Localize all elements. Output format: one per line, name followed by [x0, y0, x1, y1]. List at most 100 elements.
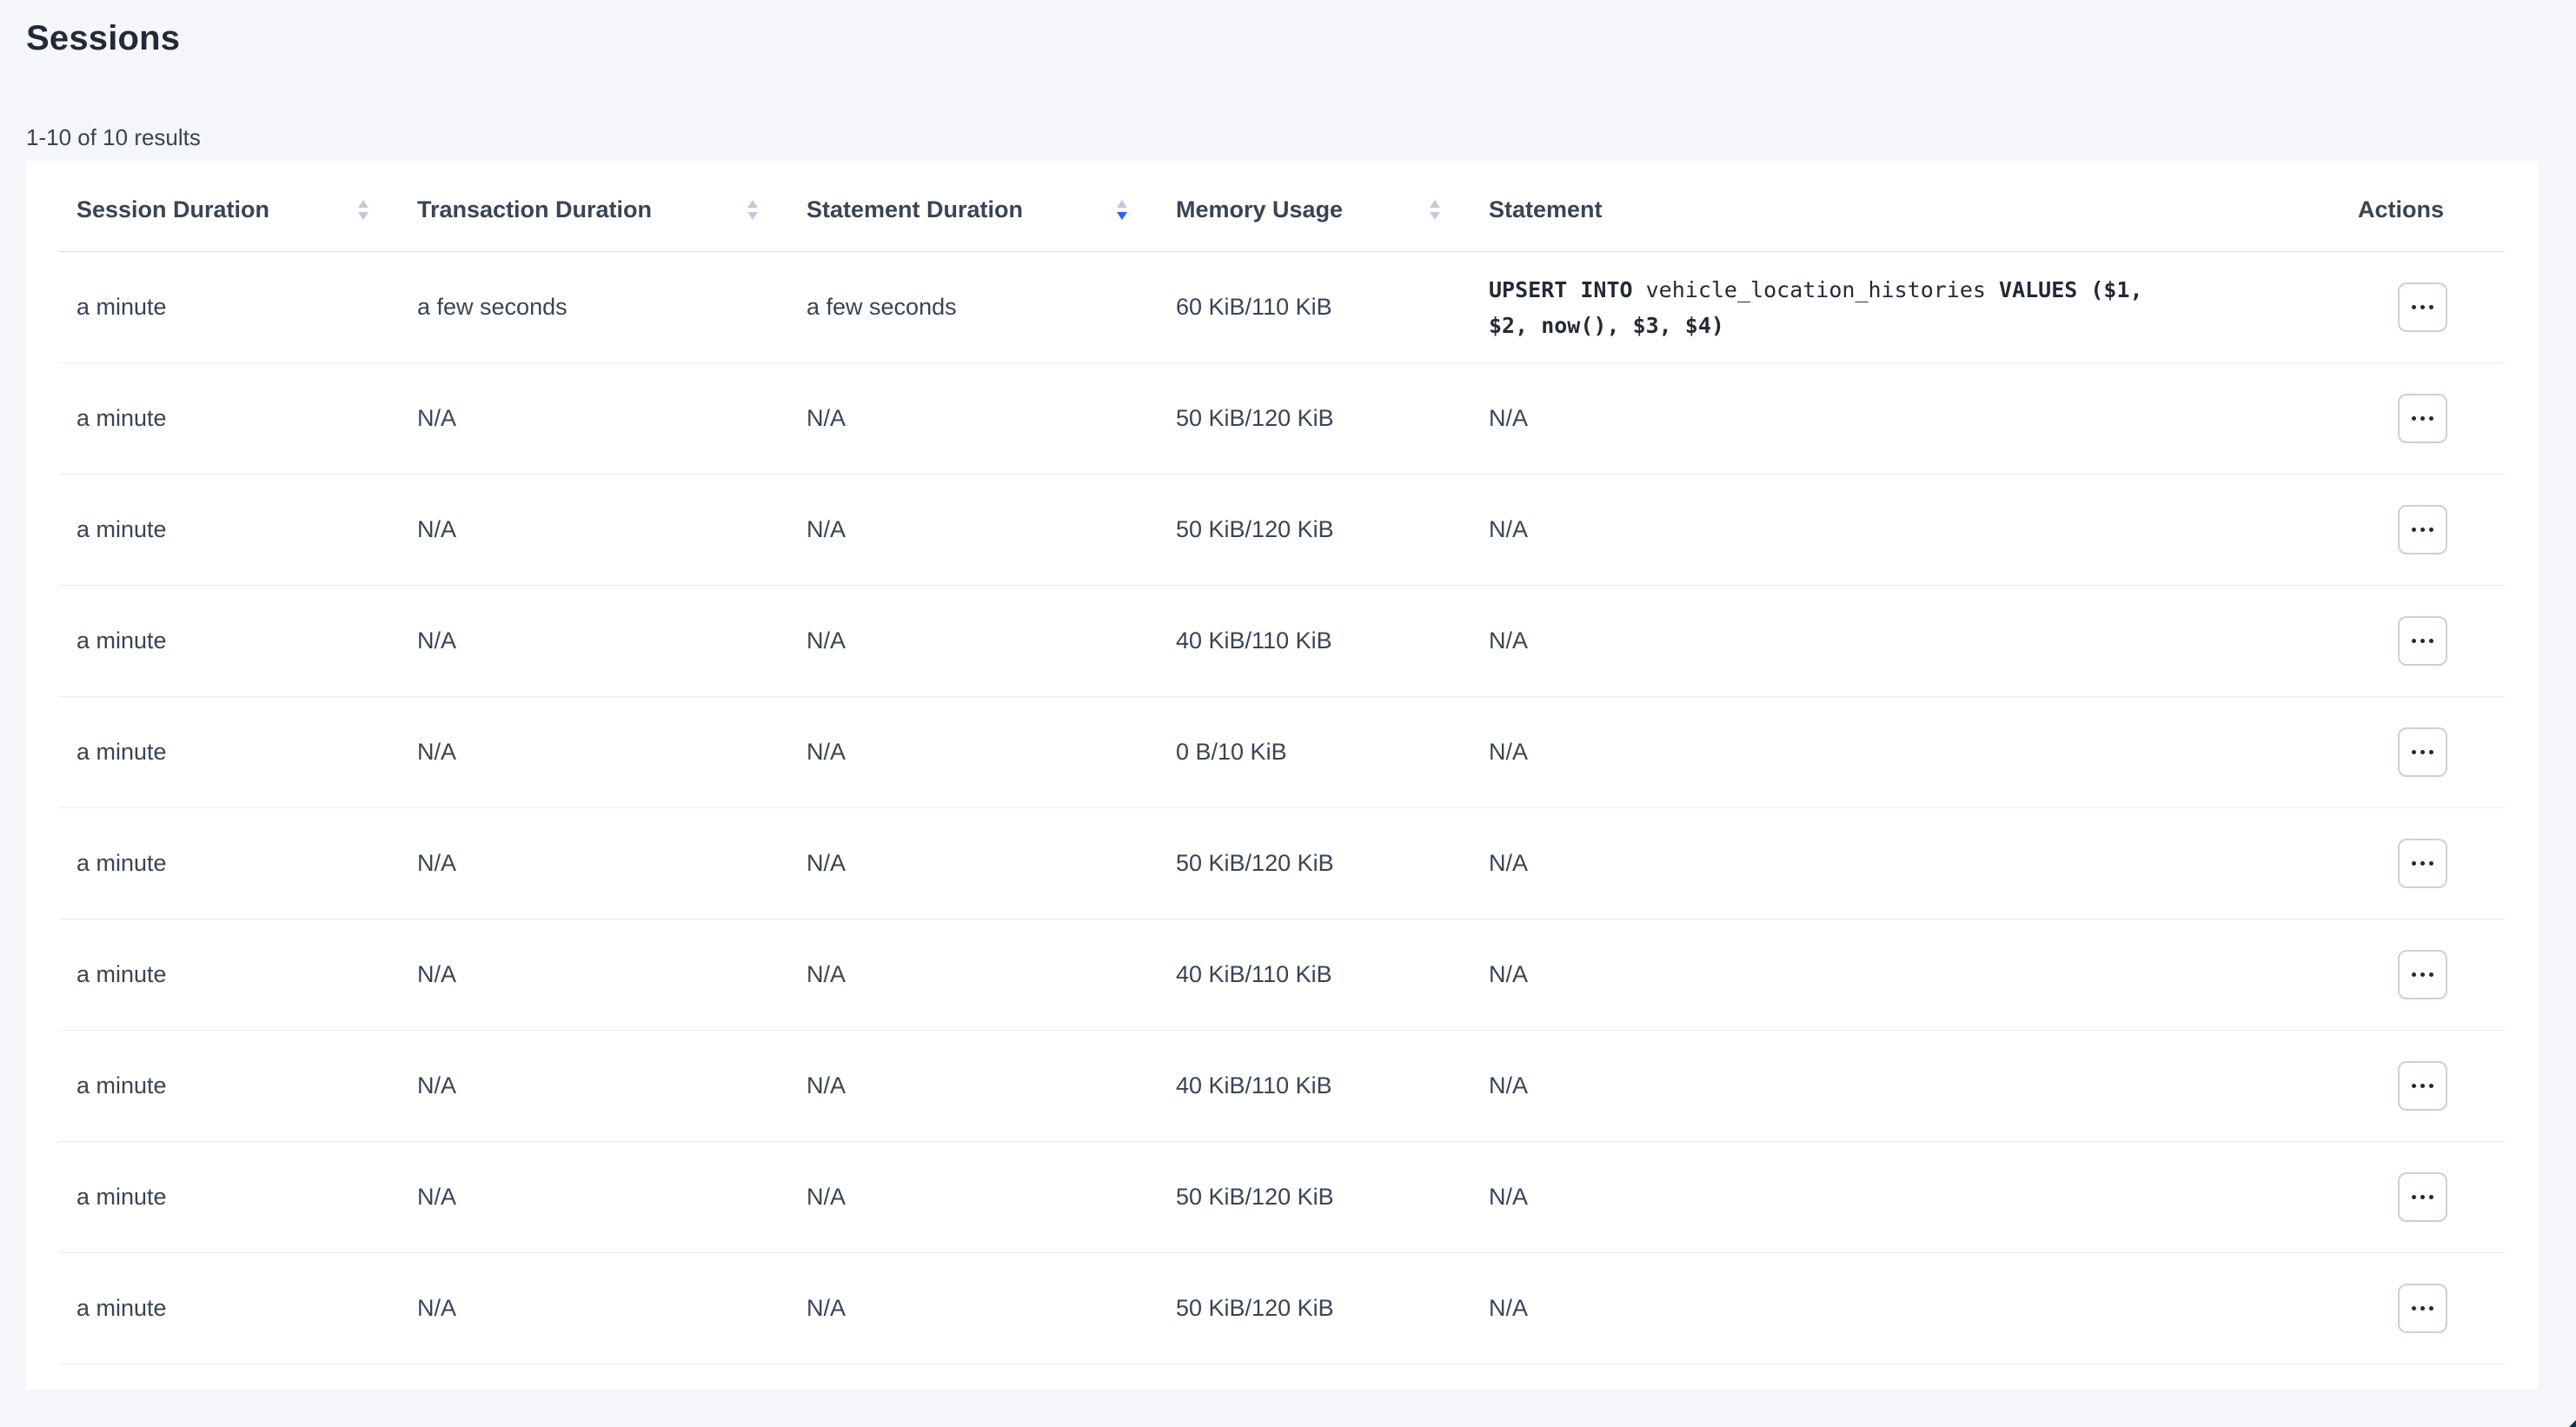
cell-statement-duration: N/A — [807, 516, 846, 542]
cell-session-duration: a minute — [76, 1295, 167, 1321]
column-header-session-duration[interactable]: Session Duration — [59, 161, 400, 251]
cell-session-duration: a minute — [76, 961, 167, 987]
cell-transaction-duration: a few seconds — [417, 294, 568, 320]
sort-asc-arrow-icon — [358, 199, 368, 208]
cell-transaction-duration: N/A — [417, 1184, 457, 1210]
row-actions-button[interactable] — [2398, 1172, 2447, 1222]
cell-statement-duration: N/A — [807, 739, 846, 765]
sort-desc-arrow-icon — [1430, 211, 1440, 220]
cell-statement: N/A — [1489, 739, 1529, 765]
cell-memory-usage: 50 KiB/120 KiB — [1176, 405, 1334, 431]
ellipsis-icon — [2412, 1306, 2433, 1311]
session-row: a minute N/A N/A 0 B/10 KiB N/A — [59, 697, 2505, 808]
cell-statement: N/A — [1489, 405, 1529, 431]
sort-icon — [1117, 199, 1127, 220]
cell-session-duration: a minute — [76, 739, 167, 765]
table-header-row: Session Duration Transaction Duration St… — [59, 161, 2505, 252]
cell-memory-usage: 50 KiB/120 KiB — [1176, 1184, 1334, 1210]
cell-session-duration: a minute — [76, 516, 167, 542]
cell-actions — [2340, 808, 2505, 919]
column-header-label: Session Duration — [76, 196, 270, 222]
cell-transaction-duration: N/A — [417, 405, 457, 431]
cell-session-duration: a minute — [76, 850, 167, 876]
ellipsis-icon — [2412, 750, 2433, 754]
row-actions-button[interactable] — [2398, 839, 2447, 888]
cell-transaction-duration: N/A — [417, 961, 457, 987]
row-actions-button[interactable] — [2398, 505, 2447, 554]
ellipsis-icon — [2412, 416, 2433, 421]
column-header-transaction-duration[interactable]: Transaction Duration — [400, 161, 789, 251]
cell-memory-usage: 0 B/10 KiB — [1176, 739, 1287, 765]
session-row: a minute N/A N/A 50 KiB/120 KiB N/A — [59, 363, 2505, 475]
cell-actions — [2340, 697, 2505, 807]
cell-statement-duration: N/A — [807, 627, 846, 654]
sort-asc-arrow-icon — [1430, 199, 1440, 208]
row-actions-button[interactable] — [2398, 1284, 2447, 1333]
cell-memory-usage: 40 KiB/110 KiB — [1176, 961, 1332, 987]
cell-transaction-duration: N/A — [417, 850, 457, 876]
cell-actions — [2340, 252, 2505, 362]
cell-statement-duration: N/A — [807, 1072, 846, 1098]
session-row: a minute N/A N/A 50 KiB/120 KiB N/A — [59, 808, 2505, 919]
ellipsis-icon — [2412, 1084, 2433, 1088]
cell-statement-duration: N/A — [807, 850, 846, 876]
cell-statement: N/A — [1489, 516, 1529, 542]
ellipsis-icon — [2412, 528, 2433, 532]
cell-memory-usage: 50 KiB/120 KiB — [1176, 850, 1334, 876]
cell-actions — [2340, 1253, 2505, 1364]
sessions-table-card: Session Duration Transaction Duration St… — [26, 161, 2538, 1390]
cell-memory-usage: 40 KiB/110 KiB — [1176, 627, 1332, 654]
cell-session-duration: a minute — [76, 1072, 167, 1098]
cell-statement: UPSERT INTO vehicle_location_histories V… — [1489, 276, 2143, 338]
cell-statement: N/A — [1489, 1295, 1529, 1321]
column-header-label: Memory Usage — [1176, 196, 1344, 222]
cell-statement-duration: a few seconds — [807, 294, 957, 320]
sort-desc-arrow-icon — [1117, 211, 1127, 220]
cell-statement: N/A — [1489, 850, 1529, 876]
ellipsis-icon — [2412, 639, 2433, 643]
column-header-statement-duration[interactable]: Statement Duration — [789, 161, 1159, 251]
results-count: 1-10 of 10 results — [26, 124, 201, 150]
ellipsis-icon — [2412, 1195, 2433, 1199]
cell-statement: N/A — [1489, 1184, 1529, 1210]
cell-statement: N/A — [1489, 627, 1529, 654]
sort-asc-arrow-icon — [747, 199, 758, 208]
column-header-statement: Statement — [1471, 161, 2340, 251]
row-actions-button[interactable] — [2398, 282, 2447, 332]
cell-statement: N/A — [1489, 961, 1529, 987]
session-row: a minute N/A N/A 50 KiB/120 KiB N/A — [59, 1142, 2505, 1253]
sort-desc-arrow-icon — [358, 211, 368, 220]
column-header-label: Statement Duration — [807, 196, 1024, 222]
sessions-table: Session Duration Transaction Duration St… — [59, 161, 2505, 1364]
session-row: a minute N/A N/A 50 KiB/120 KiB N/A — [59, 1253, 2505, 1364]
cell-transaction-duration: N/A — [417, 516, 457, 542]
cell-memory-usage: 50 KiB/120 KiB — [1176, 1295, 1334, 1321]
cell-session-duration: a minute — [76, 294, 167, 320]
row-actions-button[interactable] — [2398, 394, 2447, 443]
row-actions-button[interactable] — [2398, 1061, 2447, 1111]
column-header-label: Statement — [1489, 196, 1603, 222]
session-row: a minute a few seconds a few seconds 60 … — [59, 252, 2505, 363]
ellipsis-icon — [2412, 972, 2433, 977]
cell-transaction-duration: N/A — [417, 1295, 457, 1321]
sessions-page: Sessions 1-10 of 10 results Session Dura… — [0, 14, 2576, 1427]
cell-statement-duration: N/A — [807, 961, 846, 987]
row-actions-button[interactable] — [2398, 950, 2447, 999]
cell-statement-duration: N/A — [807, 1295, 846, 1321]
session-row: a minute N/A N/A 50 KiB/120 KiB N/A — [59, 475, 2505, 586]
cell-actions — [2340, 475, 2505, 585]
sort-desc-arrow-icon — [747, 211, 758, 220]
cell-actions — [2340, 363, 2505, 474]
cell-actions — [2340, 919, 2505, 1030]
page-title: Sessions — [26, 19, 181, 57]
table-body: a minute a few seconds a few seconds 60 … — [59, 252, 2505, 1364]
column-header-actions: Actions — [2340, 161, 2505, 251]
row-actions-button[interactable] — [2398, 727, 2447, 777]
sort-icon — [1430, 199, 1440, 220]
sort-icon — [747, 199, 758, 220]
cell-session-duration: a minute — [76, 627, 167, 654]
row-actions-button[interactable] — [2398, 616, 2447, 666]
ellipsis-icon — [2412, 305, 2433, 309]
column-header-memory-usage[interactable]: Memory Usage — [1159, 161, 1471, 251]
cell-memory-usage: 60 KiB/110 KiB — [1176, 294, 1332, 320]
